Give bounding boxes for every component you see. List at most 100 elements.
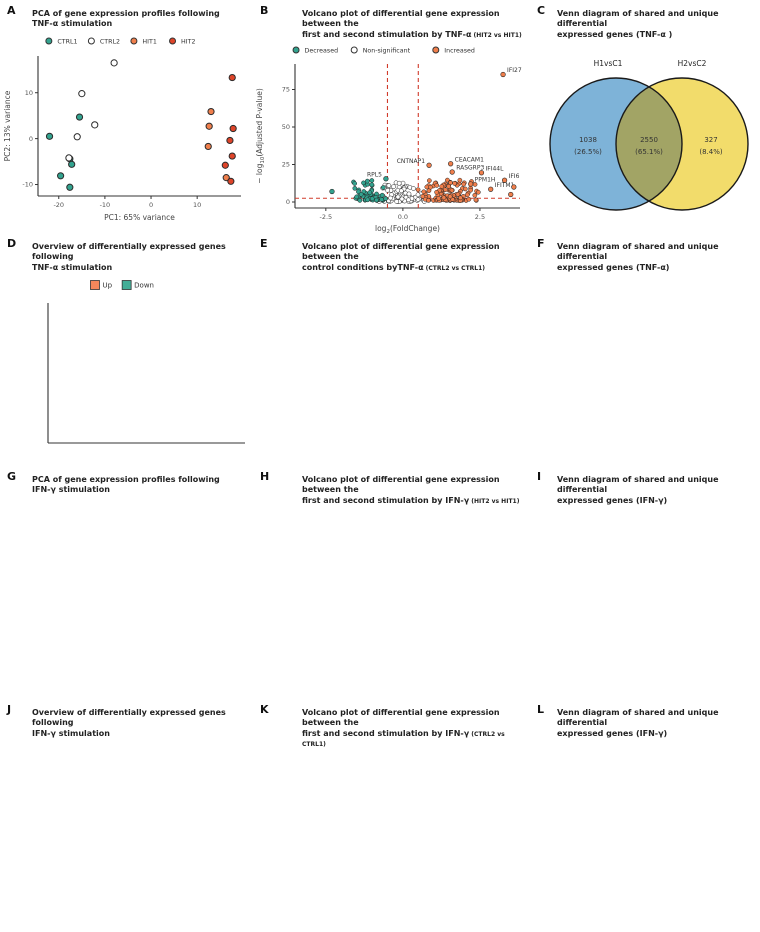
- panel-i-venn-ifn: I Venn diagram of shared and unique diff…: [530, 466, 760, 699]
- title-line1: Venn diagram of shared and unique differ…: [557, 708, 719, 728]
- bar-chart-ifn-degs: [0, 739, 253, 932]
- panel-letter-a: A: [7, 4, 16, 17]
- svg-text:75: 75: [282, 86, 290, 94]
- title-line1: Overview of differentially expressed gen…: [32, 708, 226, 728]
- title-suffix: (CTRL2 vs CTRL1): [302, 730, 505, 749]
- points: [45, 59, 237, 191]
- svg-text:IFITM1: IFITM1: [495, 182, 515, 189]
- svg-text:Up: Up: [102, 282, 112, 290]
- svg-text:Non-significant: Non-significant: [363, 48, 411, 55]
- panel-letter-b: B: [260, 4, 269, 17]
- panel-letter-f: F: [537, 237, 545, 250]
- svg-text:10: 10: [25, 89, 33, 97]
- panel-c-title: Venn diagram of shared and unique differ…: [557, 0, 760, 40]
- title-line2: IFN-γ stimulation: [32, 728, 110, 738]
- title-line2: TNF-α stimulation: [32, 262, 113, 272]
- svg-text:2.5: 2.5: [475, 213, 485, 221]
- svg-text:CEACAM1: CEACAM1: [455, 156, 484, 163]
- axes: [47, 303, 245, 444]
- panel-letter-d: D: [7, 237, 17, 250]
- panel-f-venn-tnf2: F Venn diagram of shared and unique diff…: [530, 233, 760, 466]
- legend: Decreased Non-significant Increased: [292, 46, 475, 55]
- title-line1: Volcano plot of differential gene expres…: [302, 708, 500, 728]
- point-cloud: [351, 177, 481, 205]
- title-suffix: (HIT2 vs HIT1): [469, 497, 520, 505]
- labeled-genes: IFI27 CNTNAP1 CEACAM1 RASGRP3 IFI44L IFI6 PPM1…: [329, 67, 522, 198]
- svg-text:PC1: 65% variance: PC1: 65% variance: [104, 213, 175, 222]
- bar-chart-tnf-degs: Up Down: [47, 280, 245, 444]
- svg-text:Increased: Increased: [444, 48, 475, 55]
- svg-text:50: 50: [282, 123, 290, 131]
- svg-text:HIT1: HIT1: [142, 38, 156, 45]
- panel-f-title: Venn diagram of shared and unique differ…: [557, 233, 760, 273]
- legend: CTRL1 CTRL2 HIT1 HIT2: [45, 37, 195, 45]
- panel-letter-c: C: [537, 4, 546, 17]
- panel-a-pca-tnf: A PCA of gene expression profiles follow…: [0, 0, 253, 233]
- svg-text:H2vsC2: H2vsC2: [678, 59, 707, 68]
- title-line2: IFN-γ stimulation: [32, 485, 110, 495]
- legend: Up Down: [90, 280, 154, 291]
- svg-text:IFI6: IFI6: [509, 173, 520, 180]
- volcano-chart-ifn-ctrl: [253, 750, 530, 932]
- svg-text:PPM1H: PPM1H: [475, 177, 496, 184]
- title-line1: PCA of gene expression profiles followin…: [32, 9, 220, 18]
- svg-text:(8.4%): (8.4%): [699, 148, 723, 156]
- venn-chart-tnf-h-vs-c: H1vsC1 H2vsC2 1038 (26.5%) 2550 (65.1%) 327 (8.…: [549, 59, 749, 211]
- panel-g-title: PCA of gene expression profiles followin…: [32, 466, 253, 496]
- svg-text:10: 10: [193, 201, 201, 209]
- panel-h-title: Volcano plot of differential gene expres…: [302, 466, 530, 506]
- panel-a-title: PCA of gene expression profiles followin…: [32, 0, 253, 30]
- svg-text:-2.5: -2.5: [319, 213, 332, 221]
- title-line2: expressed genes (IFN-γ): [557, 728, 668, 738]
- panel-letter-e: E: [260, 237, 268, 250]
- svg-text:327: 327: [704, 136, 717, 144]
- svg-text:IFI27: IFI27: [507, 67, 522, 74]
- title-line1: Volcano plot of differential gene expres…: [302, 9, 500, 29]
- svg-text:IFI44L: IFI44L: [485, 165, 504, 172]
- volcano-chart-tnf-ctrl: [253, 273, 530, 466]
- pca-chart-ifn: [0, 496, 253, 692]
- title-line2: control conditions byTNF-α: [302, 262, 424, 272]
- panel-c-venn-tnf: C Venn diagram of shared and unique diff…: [530, 0, 760, 233]
- title-line1: Venn diagram of shared and unique differ…: [557, 475, 719, 495]
- svg-text:25: 25: [282, 161, 290, 169]
- axes: -2.5 0.0 2.5 0 25 50 75: [282, 64, 520, 221]
- panel-l-venn-ifn2: L Venn diagram of shared and unique diff…: [530, 699, 760, 932]
- svg-text:Down: Down: [134, 282, 154, 290]
- panel-letter-l: L: [537, 703, 545, 716]
- panel-h-volcano-ifn-hit: H Volcano plot of differential gene expr…: [253, 466, 530, 699]
- svg-text:H1vsC1: H1vsC1: [594, 59, 623, 68]
- axes: -20 -10 0 10 -10 0 10: [22, 55, 241, 209]
- svg-text:RASGRP3: RASGRP3: [456, 165, 484, 172]
- panel-g-pca-ifn: G PCA of gene expression profiles follow…: [0, 466, 253, 699]
- title-line1: Volcano plot of differential gene expres…: [302, 475, 500, 495]
- svg-text:0.0: 0.0: [398, 213, 408, 221]
- title-line2: expressed genes (TNF-α): [557, 262, 670, 272]
- panel-e-volcano-tnf-ctrl: E Volcano plot of differential gene expr…: [253, 233, 530, 466]
- panel-letter-i: I: [537, 470, 542, 483]
- volcano-chart-ifn-hit: [253, 506, 530, 699]
- panel-j-bars-ifn: J Overview of differentially expressed g…: [0, 699, 253, 932]
- svg-text:Decreased: Decreased: [305, 48, 339, 55]
- svg-text:(26.5%): (26.5%): [574, 148, 602, 156]
- panel-k-title: Volcano plot of differential gene expres…: [302, 699, 530, 750]
- svg-text:2550: 2550: [640, 136, 658, 144]
- panel-letter-k: K: [260, 703, 269, 716]
- title-suffix: (CTRL2 vs CTRL1): [423, 264, 486, 272]
- title-line2: first and second stimulation by IFN-γ: [302, 495, 470, 505]
- title-suffix: (HIT2 vs HIT1): [471, 31, 522, 39]
- venn-chart-ifn-h2h1-c2c1: [530, 739, 760, 932]
- svg-text:HIT2: HIT2: [181, 38, 195, 45]
- svg-text:-10: -10: [100, 201, 111, 209]
- title-line1: PCA of gene expression profiles followin…: [32, 475, 220, 484]
- svg-text:PC2: 13% variance: PC2: 13% variance: [3, 90, 12, 161]
- panel-letter-j: J: [7, 703, 12, 716]
- svg-text:(65.1%): (65.1%): [635, 148, 663, 156]
- pca-chart-tnf: CTRL1 CTRL2 HIT1 HIT2 -20 -10 0 10 -10 0 10 PC1: 65…: [3, 37, 241, 222]
- venn-labels: H1vsC1 H2vsC2 1038 (26.5%) 2550 (65.1%) 327 (8.…: [574, 59, 723, 156]
- svg-text:-10: -10: [22, 181, 33, 189]
- panel-b-volcano-tnf-hit: B Volcano plot of differential gene expr…: [253, 0, 530, 233]
- title-line1: Overview of differentially expressed gen…: [32, 242, 226, 262]
- title-line1: Venn diagram of shared and unique differ…: [557, 242, 719, 262]
- title-line1: Venn diagram of shared and unique differ…: [557, 9, 719, 29]
